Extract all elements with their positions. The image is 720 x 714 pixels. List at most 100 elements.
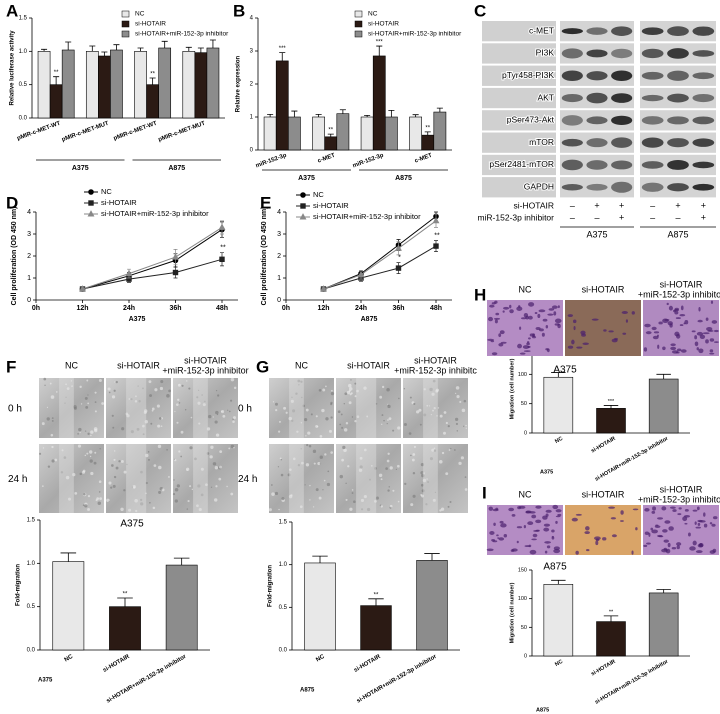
cell-texture bbox=[113, 475, 117, 479]
error-bar bbox=[117, 597, 133, 607]
y-tick-label: 0.5 bbox=[27, 604, 36, 610]
cell-texture bbox=[230, 492, 234, 496]
x-tick-label: si-HOTAIR bbox=[353, 654, 382, 674]
y-tick-label: 0 bbox=[250, 148, 254, 154]
x-tick-label: 12h bbox=[76, 305, 88, 312]
cell-texture bbox=[447, 505, 450, 508]
cell-stain bbox=[705, 317, 709, 321]
line bbox=[82, 258, 223, 290]
cell-stain bbox=[696, 331, 704, 336]
cell-texture bbox=[176, 421, 179, 424]
cell-texture bbox=[187, 499, 190, 503]
bar bbox=[52, 561, 85, 651]
treatment-sign: – bbox=[594, 212, 599, 222]
bar bbox=[85, 51, 99, 119]
cell-texture bbox=[178, 450, 181, 453]
y-tick-label: 0 bbox=[277, 297, 281, 304]
y-tick-label: 2 bbox=[250, 82, 254, 88]
cell-texture bbox=[404, 482, 407, 486]
cell-stain bbox=[679, 314, 686, 317]
cell-texture bbox=[403, 388, 406, 390]
cell-texture bbox=[87, 508, 91, 511]
cell-texture bbox=[79, 385, 82, 389]
x-tick-label: pMIR-c-MET-WT bbox=[113, 121, 158, 142]
y-tick-label: 0.5 bbox=[279, 605, 288, 611]
cell-stain bbox=[541, 332, 545, 337]
cell-stain bbox=[705, 339, 709, 344]
cell-texture bbox=[46, 417, 50, 421]
cell-texture bbox=[359, 465, 363, 469]
cell-stain bbox=[622, 332, 627, 335]
blot-band bbox=[561, 93, 583, 103]
cell-texture bbox=[94, 391, 97, 394]
y-axis-label: Cell proliferation (OD 450 nm) bbox=[261, 207, 268, 306]
micrograph bbox=[173, 444, 238, 513]
cell-texture bbox=[433, 447, 436, 450]
cell-texture bbox=[443, 411, 447, 414]
cell-stain bbox=[679, 324, 684, 327]
cell-stain bbox=[680, 349, 687, 353]
cell-texture bbox=[95, 499, 98, 502]
cell-texture bbox=[144, 420, 148, 424]
cell-texture bbox=[73, 405, 77, 409]
cell-stain bbox=[555, 520, 558, 524]
cell-texture bbox=[459, 400, 462, 404]
cell-texture bbox=[113, 458, 116, 461]
cell-texture bbox=[381, 423, 383, 426]
cell-texture bbox=[353, 500, 356, 504]
y-tick-label: 0.5 bbox=[19, 82, 28, 88]
significance: ** bbox=[374, 592, 379, 598]
bar bbox=[596, 621, 626, 657]
y-tick-label: 1.5 bbox=[279, 520, 288, 526]
panel-label: E bbox=[260, 193, 271, 212]
cell-texture bbox=[388, 486, 390, 488]
error-bar bbox=[412, 114, 419, 117]
cell-texture bbox=[288, 494, 293, 499]
cell-texture bbox=[94, 401, 97, 403]
treatment-sign: + bbox=[675, 200, 680, 210]
cell-texture bbox=[126, 414, 130, 418]
cell-stain bbox=[631, 311, 635, 315]
cell-texture bbox=[420, 462, 425, 467]
row-label: 24 h bbox=[8, 474, 27, 485]
x-tick-label: 36h bbox=[169, 305, 181, 312]
significance: *** bbox=[608, 399, 615, 405]
cell-texture bbox=[174, 487, 179, 492]
blot-band bbox=[641, 161, 664, 169]
cell-texture bbox=[151, 407, 155, 411]
blot-band bbox=[561, 70, 583, 82]
cell-texture bbox=[200, 467, 204, 471]
cell-texture bbox=[51, 445, 54, 449]
cell-texture bbox=[115, 466, 119, 470]
cell-texture bbox=[142, 433, 145, 436]
cell-texture bbox=[64, 402, 66, 404]
error-bar bbox=[368, 598, 384, 606]
cell-texture bbox=[397, 500, 400, 503]
cell-texture bbox=[464, 476, 467, 478]
cell-stain bbox=[526, 342, 530, 346]
cell-texture bbox=[299, 505, 303, 509]
cell-texture bbox=[230, 377, 235, 382]
cell-texture bbox=[106, 498, 110, 502]
protein-label: PI3K bbox=[536, 48, 555, 58]
cell-stain bbox=[543, 523, 550, 527]
error-bar bbox=[339, 109, 346, 114]
cell-texture bbox=[214, 498, 218, 502]
cell-texture bbox=[115, 380, 118, 384]
cell-stain bbox=[495, 312, 500, 316]
cell-texture bbox=[217, 394, 220, 397]
cell-texture bbox=[168, 476, 170, 478]
cell-texture bbox=[408, 432, 412, 435]
cell-texture bbox=[351, 489, 354, 491]
cell-texture bbox=[229, 410, 231, 413]
cell-texture bbox=[445, 421, 448, 425]
error-bar bbox=[173, 557, 190, 566]
cell-texture bbox=[277, 466, 280, 468]
cell-stain bbox=[699, 334, 706, 340]
cell-texture bbox=[361, 508, 364, 511]
cell-stain bbox=[709, 550, 716, 554]
bar bbox=[372, 55, 386, 151]
blot-band bbox=[611, 93, 633, 103]
cell-texture bbox=[296, 430, 299, 433]
